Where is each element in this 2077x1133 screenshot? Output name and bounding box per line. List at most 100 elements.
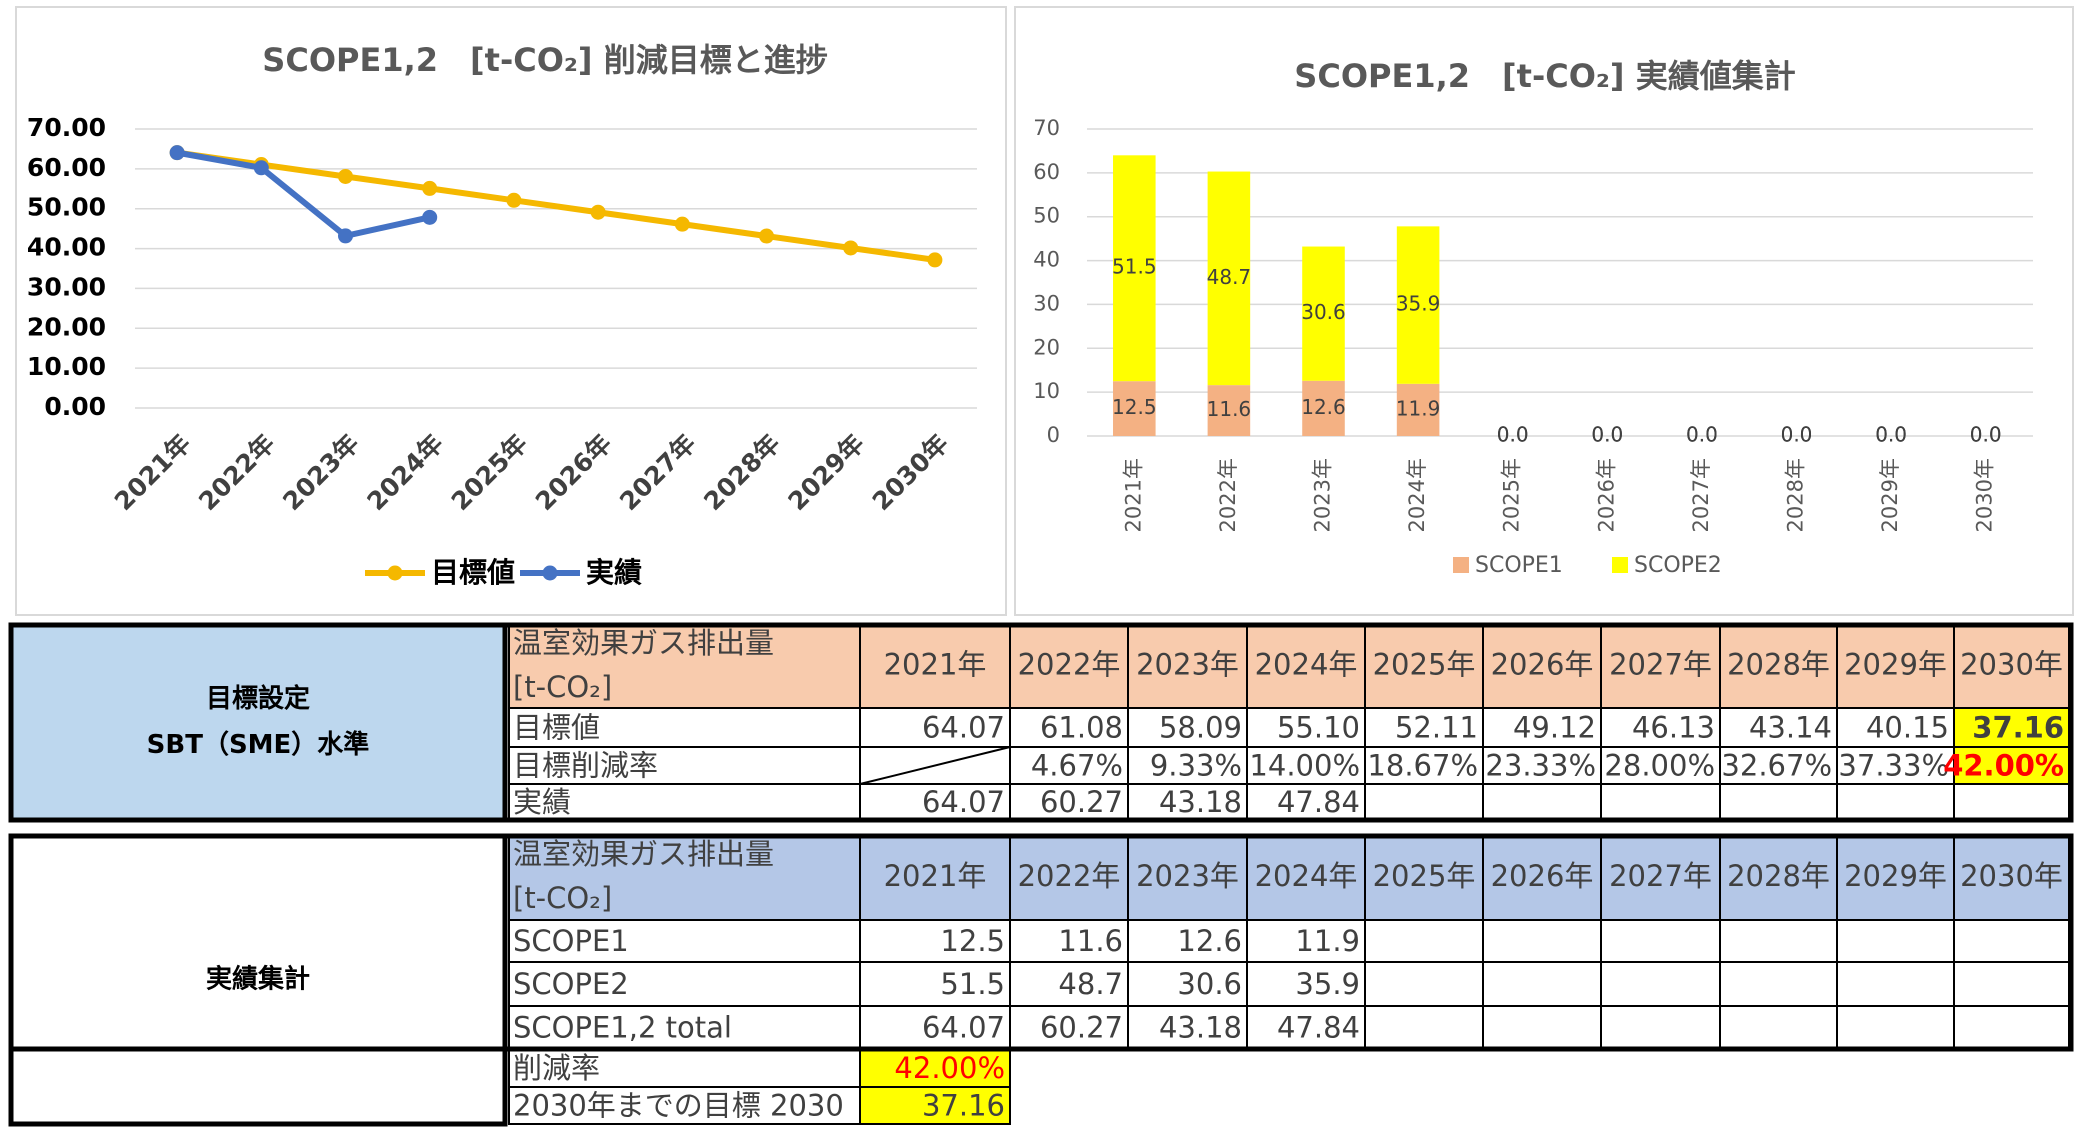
point: [338, 228, 353, 244]
data-label: 0.0: [1875, 423, 1907, 447]
row-name-cell: [508, 783, 861, 821]
header-text: [t-CO₂]: [513, 670, 612, 704]
cell-value: 64.07: [922, 711, 1005, 745]
header-cell: [1482, 624, 1602, 709]
cell-value: 14.00%: [1249, 749, 1360, 783]
point: [590, 204, 606, 220]
slash: [859, 746, 1011, 785]
cell-value: 51.5: [940, 967, 1005, 1001]
x-tick-label: 2021年: [1121, 458, 1145, 532]
legend-label: SCOPE1: [1475, 553, 1563, 578]
label-text: SBT（SME）水準: [147, 729, 370, 760]
row-name-cell: [508, 919, 861, 963]
point: [927, 252, 943, 268]
cell-value: 60.27: [1040, 785, 1123, 819]
header-cell: [1127, 835, 1248, 921]
legend-swatch: [387, 565, 403, 581]
table-border: [8, 622, 2074, 823]
cell: [1719, 783, 1838, 821]
cell: [1009, 707, 1129, 748]
bar-segment: [1113, 381, 1156, 436]
year-header: 2023年: [1136, 859, 1239, 893]
cell-value: 55.10: [1277, 711, 1360, 745]
cell-value: 9.33%: [1150, 749, 1242, 783]
legend-label: SCOPE2: [1634, 553, 1722, 578]
cell-value: 47.84: [1277, 1011, 1360, 1045]
bar-segment: [1207, 171, 1251, 386]
row-name: 2030年までの目標 2030: [513, 1089, 844, 1123]
cell-value: 49.12: [1513, 711, 1596, 745]
row-name: SCOPE2: [513, 967, 629, 1001]
cell: [1836, 783, 1955, 821]
cell-value: 11.9: [1295, 924, 1360, 958]
cell-value: 52.11: [1395, 711, 1478, 745]
bar-segment: [1207, 385, 1251, 436]
row-name-cell: [508, 961, 861, 1007]
cell-value: 12.5: [940, 924, 1005, 958]
header-cell: [1600, 835, 1721, 921]
data-label: 48.7: [1207, 265, 1252, 289]
label-text: 目標設定: [206, 683, 310, 714]
year-header: 2027年: [1609, 859, 1712, 893]
cell: [1836, 1005, 1955, 1050]
bar-segment: [1113, 155, 1156, 382]
data-label: 0.0: [1686, 423, 1718, 447]
cell: [1600, 919, 1721, 963]
data-label: 0.0: [1781, 423, 1813, 447]
cell: [1009, 961, 1129, 1007]
data-label: 12.6: [1301, 395, 1346, 419]
chart-title: SCOPE1,2 [t-CO₂] 実績値集計: [1294, 57, 1795, 95]
y-tick-label: 10: [1033, 379, 1060, 403]
header-cell: [1364, 835, 1484, 921]
point: [759, 228, 774, 244]
x-tick-label: 2027年: [1689, 458, 1713, 532]
legend-label: 実績: [586, 556, 642, 589]
cell: [1600, 783, 1721, 821]
cell-value: 48.7: [1058, 967, 1123, 1001]
data-label: 0.0: [1970, 423, 2002, 447]
table-border: [8, 833, 2074, 1052]
year-header: 2024年: [1255, 859, 1358, 893]
cell: [1600, 961, 1721, 1007]
cell: [1482, 961, 1602, 1007]
cell: [1364, 919, 1484, 963]
cell-value: 32.67%: [1721, 749, 1832, 783]
chart-panel: [1014, 6, 2074, 616]
header-cell: [859, 835, 1011, 921]
y-tick-label: 60.00: [27, 153, 106, 182]
data-label: 0.0: [1591, 423, 1623, 447]
cell-value: 18.67%: [1367, 749, 1478, 783]
year-header: 2026年: [1491, 648, 1594, 682]
cell-value: 58.09: [1159, 711, 1242, 745]
cell-value: 43.14: [1749, 711, 1832, 745]
x-tick-label: 2028年: [1784, 458, 1808, 532]
header-text: 温室効果ガス排出量: [513, 837, 774, 871]
year-header: 2029年: [1844, 648, 1947, 682]
x-tick-label: 2024年: [1405, 458, 1429, 532]
y-tick-label: 50: [1033, 204, 1060, 228]
point: [674, 216, 690, 232]
year-header: 2030年: [1960, 648, 2063, 682]
y-tick-label: 0.00: [44, 392, 106, 421]
data-label: 51.5: [1112, 255, 1157, 279]
year-header: 2025年: [1373, 859, 1476, 893]
cell-value: 42.00%: [1943, 749, 2064, 783]
header-cell: [1246, 624, 1366, 709]
header-cell: [508, 835, 861, 921]
cell-value: 37.16: [922, 1089, 1005, 1123]
cell: [1953, 919, 2070, 963]
header-cell: [1009, 835, 1129, 921]
cell-value: 61.08: [1040, 711, 1123, 745]
point: [422, 209, 438, 225]
cell: [1953, 1005, 2070, 1050]
year-header: 2022年: [1018, 859, 1121, 893]
cell-value: 60.27: [1040, 1011, 1123, 1045]
year-header: 2026年: [1491, 859, 1594, 893]
series-line: [176, 149, 431, 240]
series-line: [176, 149, 936, 263]
year-header: 2023年: [1136, 648, 1239, 682]
header-text: [t-CO₂]: [513, 881, 612, 915]
data-label: 0.0: [1970, 423, 2002, 447]
year-header: 2022年: [1018, 648, 1121, 682]
